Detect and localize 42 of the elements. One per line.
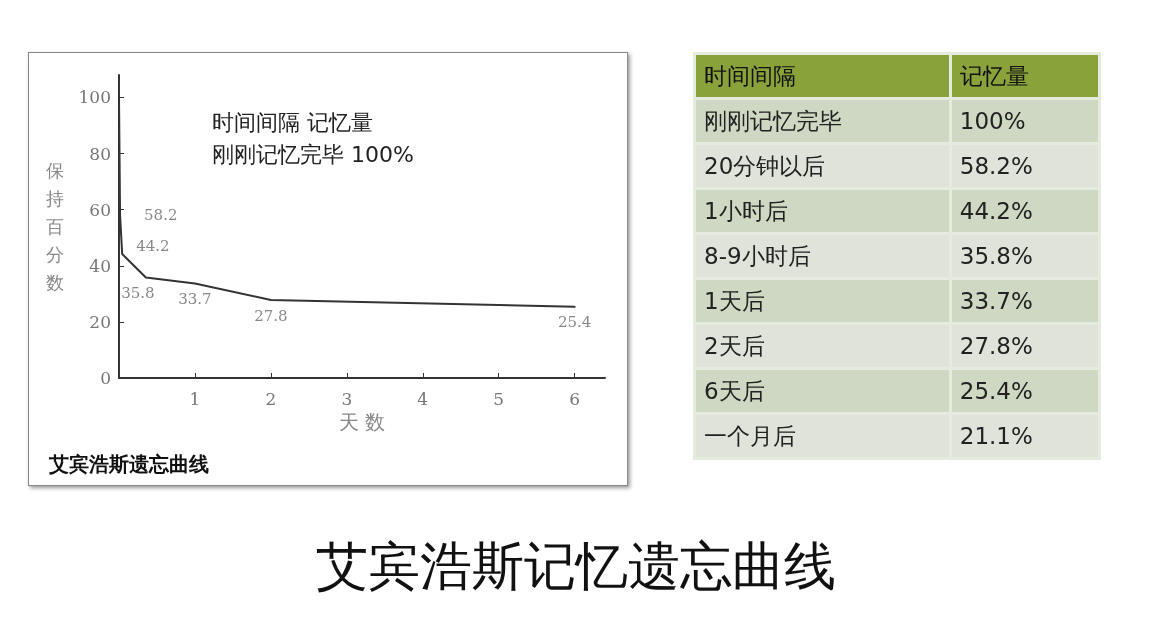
text: 艾宾浩斯记忆遗忘曲线 — [315, 535, 837, 598]
category-label: 刚刚记忆完毕 — [696, 100, 949, 142]
data-label: 35.8 — [121, 284, 155, 303]
text: 艾宾浩斯遗忘曲线 — [49, 451, 209, 478]
x-tick-label: 5 — [493, 388, 505, 409]
category-label: 8-9小时后 — [696, 235, 949, 277]
category-label: 2天后 — [696, 325, 949, 367]
data-label: 27.8 — [254, 306, 288, 325]
text: 25.4% — [959, 378, 1033, 404]
y-tick-label: 40 — [89, 255, 111, 276]
y-tick-label: 20 — [89, 311, 111, 332]
text: 44.2% — [959, 198, 1033, 224]
category-label: 6天后 — [696, 370, 949, 412]
text: 33.7% — [959, 288, 1033, 314]
x-axis-title: 天 数 — [338, 409, 386, 434]
y-tick-label: 80 — [89, 143, 111, 164]
data-label: 44.2 — [136, 236, 170, 255]
category-label: 20分钟以后 — [696, 145, 949, 187]
y-tick-label: 0 — [100, 368, 111, 388]
x-tick-label: 3 — [341, 388, 353, 409]
y-axis-title: 保持百分数 — [46, 160, 64, 293]
text: 27.8% — [959, 333, 1033, 359]
annotation: 刚刚记忆完毕 100% — [212, 141, 414, 167]
category-label: 一个月后 — [696, 415, 949, 457]
text: 记忆量 — [951, 55, 1098, 97]
text: 100% — [959, 108, 1026, 134]
x-tick-label: 2 — [265, 388, 277, 409]
y-tick-label: 100 — [78, 87, 111, 108]
data-label: 33.7 — [178, 289, 212, 308]
data-label: 25.4 — [557, 313, 592, 332]
text: 58.2% — [959, 153, 1033, 179]
annotation: 时间间隔 记忆量 — [212, 109, 373, 135]
category-label: 1天后 — [696, 280, 949, 322]
text: 21.1% — [959, 423, 1033, 449]
text: 时间间隔 — [696, 55, 949, 97]
x-tick-label: 4 — [417, 388, 429, 409]
x-tick-label: 1 — [189, 388, 201, 409]
y-tick-label: 60 — [89, 199, 111, 220]
data-label: 58.2 — [144, 205, 178, 224]
x-tick-label: 6 — [569, 388, 581, 409]
category-label: 1小时后 — [696, 190, 949, 232]
text: 35.8% — [959, 243, 1033, 269]
